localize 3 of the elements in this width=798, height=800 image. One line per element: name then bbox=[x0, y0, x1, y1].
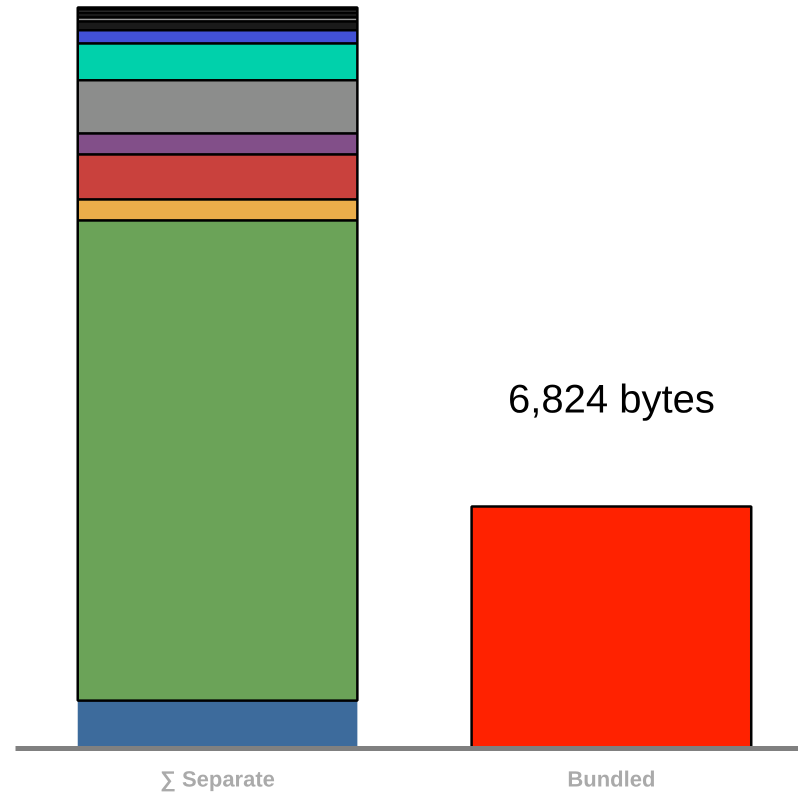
x-tick-label: Bundled bbox=[567, 766, 656, 792]
x-tick-label: ∑ Separate bbox=[160, 766, 275, 792]
data-label: 6,824 bytes bbox=[508, 377, 715, 422]
